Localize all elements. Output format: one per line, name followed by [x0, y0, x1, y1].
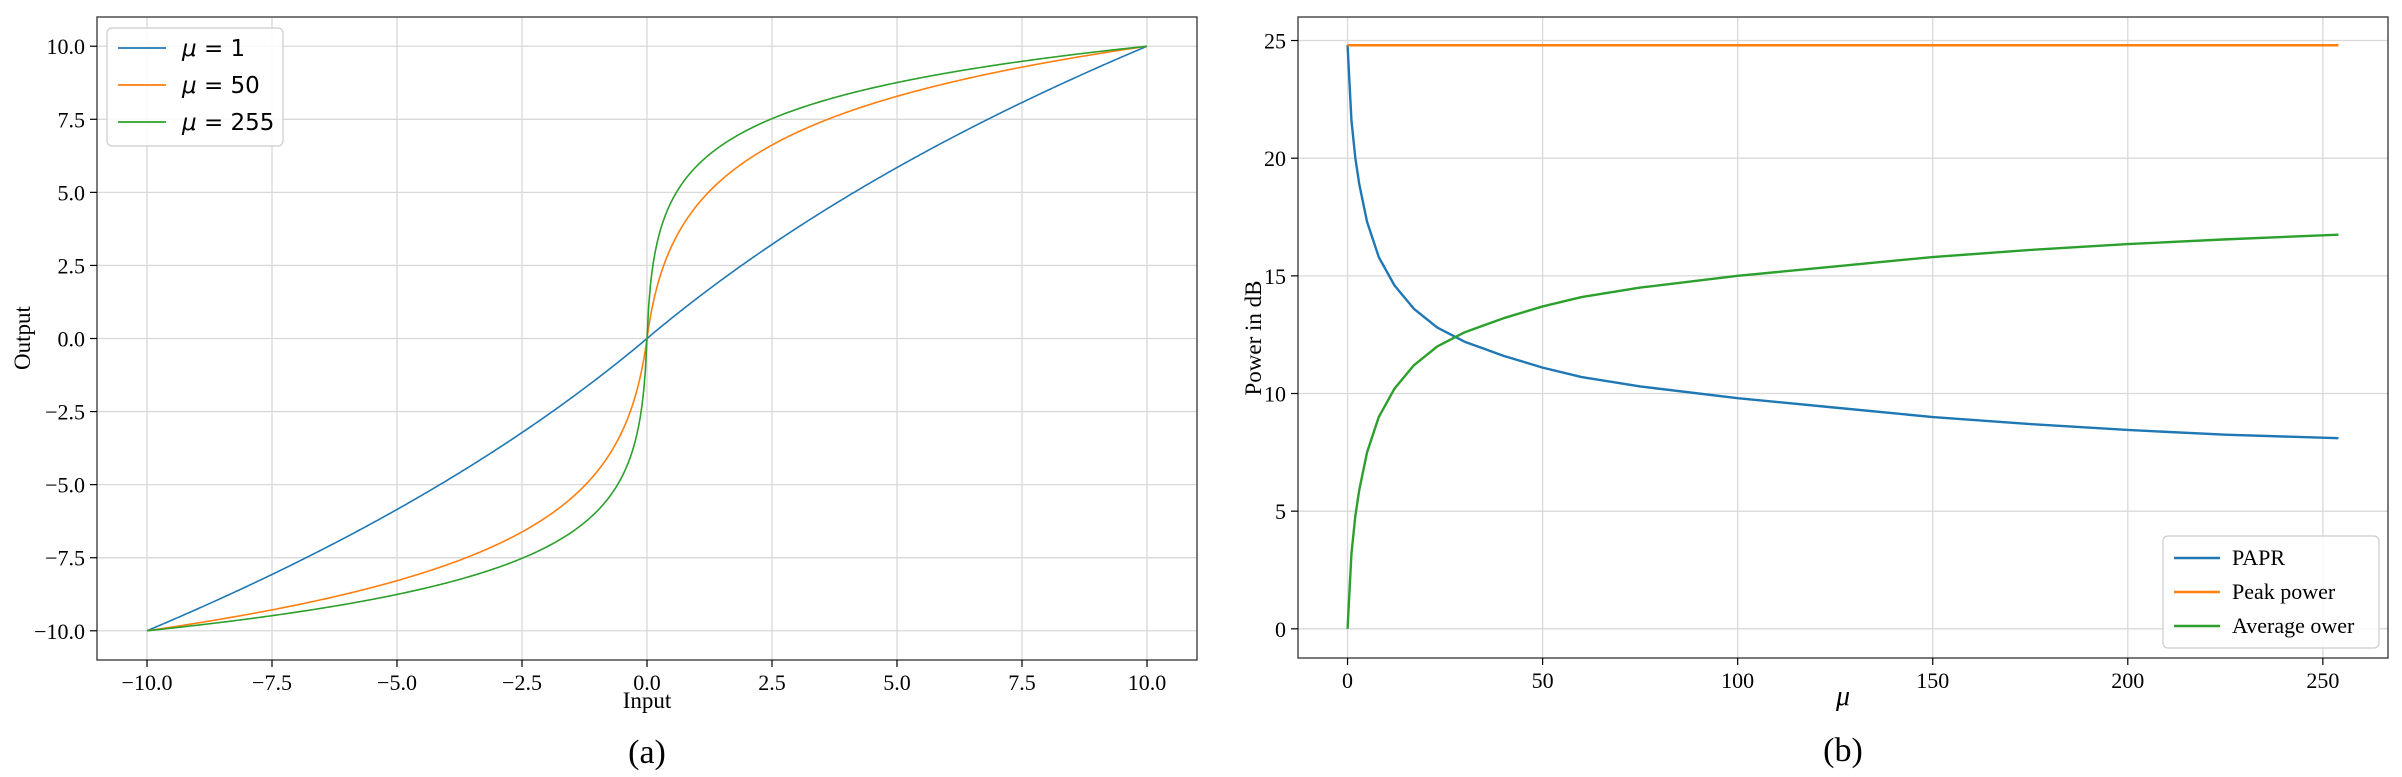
legend-box [2162, 535, 2380, 649]
y-tick-label: 25 [1264, 29, 1286, 54]
legend-label: PAPR [2232, 545, 2285, 570]
chart-b-xlabel: μ [1835, 681, 1850, 712]
x-tick-label: 150 [1916, 668, 1949, 693]
y-tick-label: 0.0 [58, 327, 86, 352]
y-tick-label: 2.5 [58, 253, 86, 278]
legend-label: μ = 255 [181, 110, 274, 136]
y-tick-label: 20 [1264, 146, 1286, 171]
x-tick-label: 10.0 [1128, 670, 1167, 695]
chart-a-ticks: −10.0 −7.5 −5.0 −2.5 0.0 2.5 5.0 7.5 10.0 −10.0 −7… [34, 34, 1166, 695]
chart-a: −10.0 −7.5 −5.0 −2.5 0.0 2.5 5.0 7.5 10.0 −10.0 −7… [10, 16, 1198, 771]
y-tick-label: −7.5 [45, 546, 85, 571]
y-tick-label: 7.5 [58, 107, 86, 132]
x-tick-label: −2.5 [502, 670, 542, 695]
x-tick-label: −5.0 [377, 670, 417, 695]
legend-box [106, 27, 284, 147]
x-tick-label: 7.5 [1008, 670, 1036, 695]
x-tick-label: −10.0 [122, 670, 173, 695]
x-tick-label: 2.5 [758, 670, 786, 695]
x-tick-label: 50 [1532, 668, 1554, 693]
x-tick-label: −7.5 [252, 670, 292, 695]
chart-b-ylabel: Power in dB [1241, 281, 1266, 396]
chart-a-legend: μ = 1 μ = 50 μ = 255 [106, 27, 284, 147]
chart-a-xlabel: Input [623, 688, 672, 713]
y-tick-label: 0 [1275, 617, 1286, 642]
y-tick-label: −10.0 [34, 619, 85, 644]
legend-label: Peak power [2232, 579, 2336, 604]
chart-a-lines [146, 45, 1148, 632]
legend-label: μ = 1 [181, 36, 245, 62]
y-tick-label: 5.0 [58, 180, 86, 205]
y-tick-label: 15 [1264, 264, 1286, 289]
x-tick-label: 100 [1721, 668, 1754, 693]
chart-b-frame [1297, 16, 2389, 659]
chart-b-lines [1346, 44, 2339, 629]
series-line-mu-255 [146, 45, 1148, 632]
chart-b-legend: PAPR Peak power Average ower [2162, 535, 2380, 649]
x-tick-label: 0 [1342, 668, 1353, 693]
x-tick-label: 5.0 [883, 670, 911, 695]
chart-a-ylabel: Output [10, 305, 35, 370]
y-tick-label: −2.5 [45, 400, 85, 425]
y-tick-label: −5.0 [45, 473, 85, 498]
chart-a-caption: (a) [628, 734, 666, 771]
x-tick-label: 200 [2111, 668, 2144, 693]
x-tick-label: 0.0 [633, 670, 661, 695]
legend-label: μ = 50 [181, 73, 260, 99]
chart-b-caption: (b) [1823, 732, 1863, 769]
chart-b-grid [1298, 17, 2388, 658]
y-tick-label: 10 [1264, 382, 1286, 407]
chart-b-ticks: 0 50 100 150 200 250 0 5 10 15 20 25 [1264, 29, 2339, 693]
series-line-average-ower [1346, 233, 2339, 629]
y-tick-label: 5 [1275, 499, 1286, 524]
series-line-papr [1346, 45, 2339, 440]
y-tick-label: 10.0 [47, 34, 86, 59]
x-tick-label: 250 [2306, 668, 2339, 693]
legend-label: Average ower [2232, 613, 2355, 638]
